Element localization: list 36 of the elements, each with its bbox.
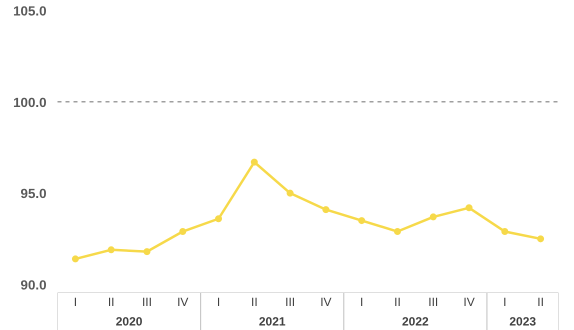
x-tick-label: IV (463, 295, 475, 309)
x-tick-label: I (360, 295, 364, 309)
point (286, 190, 294, 197)
y-tick-label: 90.0 (20, 278, 47, 292)
x-tick-label: IV (320, 295, 332, 309)
point (430, 213, 437, 220)
text: 2020 (116, 314, 143, 328)
point (394, 228, 401, 236)
y-tick-label: 105.0 (13, 4, 47, 18)
x-tick-label: III (142, 295, 152, 309)
text: 2023 (509, 314, 536, 328)
point (108, 246, 115, 254)
point (466, 204, 473, 212)
point (215, 215, 222, 222)
x-tick-label: II (250, 295, 258, 309)
y-tick-label: 100.0 (13, 94, 47, 110)
point (358, 217, 366, 224)
point (250, 158, 258, 166)
x-tick-label: III (428, 295, 438, 309)
x-tick-label: I (216, 295, 220, 309)
x-tick-label: III (285, 295, 296, 309)
point (537, 235, 544, 242)
x-tick-label: I (503, 295, 506, 309)
x-tick-label: II (108, 295, 115, 309)
x-tick-label: II (537, 295, 544, 309)
x-tick-label: I (74, 295, 78, 309)
point (501, 228, 508, 236)
y-tick-label: 95.0 (20, 186, 47, 202)
x-tick-label: IV (177, 295, 188, 309)
x-tick-label: II (394, 295, 401, 309)
point (143, 248, 150, 256)
point (72, 255, 79, 262)
point (322, 206, 330, 214)
point (179, 228, 186, 236)
text: 2022 (402, 314, 430, 328)
text: 2021 (258, 314, 286, 328)
